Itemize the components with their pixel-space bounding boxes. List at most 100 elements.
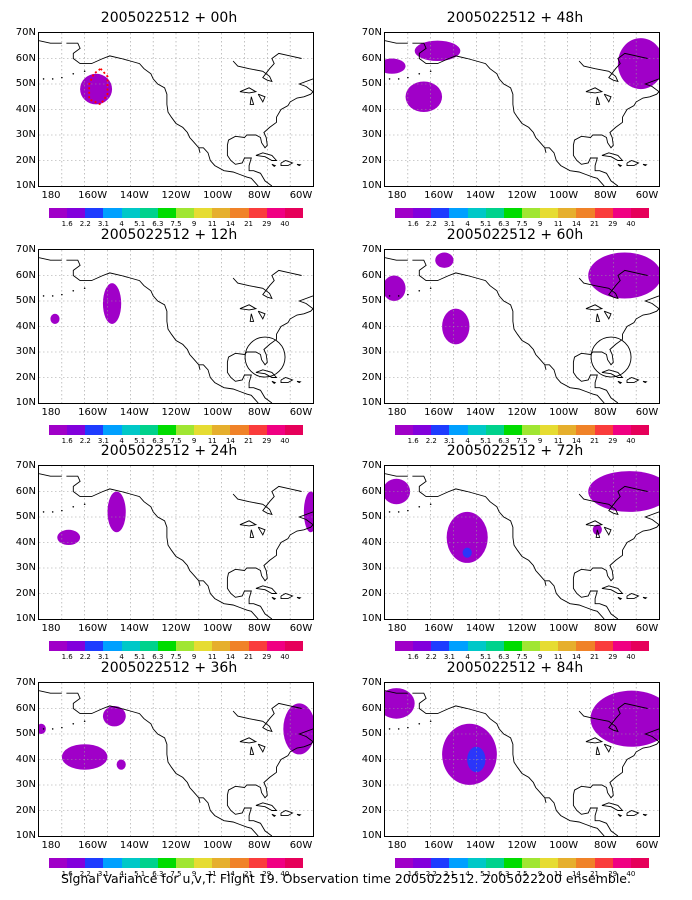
x-tick-label: 60W <box>635 623 659 634</box>
island-dot <box>42 78 45 80</box>
x-tick-label: 140W <box>465 623 495 634</box>
colorbar-swatch <box>230 425 249 435</box>
colorbar-swatch <box>503 425 522 435</box>
colorbar-swatch <box>467 858 486 868</box>
colorbar-swatch <box>230 641 249 651</box>
map-panel: 2005022512 + 48h 70N 60N 50N 40N 30N 20N 10N 180… <box>350 10 680 228</box>
colorbar-swatch <box>67 425 86 435</box>
x-tick-label: 180 <box>41 623 61 634</box>
coastline <box>412 475 605 619</box>
colorbar-label: 7.5 <box>516 870 528 878</box>
variance-contour <box>102 705 126 727</box>
colorbar-swatch <box>248 425 267 435</box>
coastline <box>226 511 313 619</box>
colorbar-label: 3.1 <box>443 653 455 661</box>
x-tick-label: 180 <box>387 840 407 851</box>
colorbar-label: 9 <box>191 870 197 878</box>
island-dot <box>72 290 75 292</box>
colorbar-swatch <box>67 208 86 218</box>
x-tick-label: 80W <box>594 840 617 851</box>
island-dot <box>61 509 63 512</box>
colorbar-swatch <box>576 858 595 868</box>
colorbar-swatch <box>85 641 104 651</box>
coastline <box>603 743 612 753</box>
variance-contour <box>405 81 443 113</box>
island-dot <box>72 506 75 508</box>
x-tick-label: 60W <box>635 840 659 851</box>
colorbar-label: 1.6 <box>61 870 73 878</box>
variance-contour <box>442 308 470 345</box>
colorbar-label: 40 <box>280 653 290 661</box>
colorbar-label: 14 <box>225 870 235 878</box>
island-dot <box>397 295 400 297</box>
colorbar-swatch <box>49 425 68 435</box>
colorbar-swatch <box>157 208 176 218</box>
colorbar <box>49 425 303 435</box>
map-svg <box>385 250 659 403</box>
coastline <box>255 802 278 811</box>
colorbar-label: 5.1 <box>134 870 146 878</box>
x-tick-label: 160W <box>424 623 454 634</box>
y-tick-label: 30N <box>361 129 382 140</box>
island-dot <box>429 503 432 506</box>
colorbar-label: 40 <box>280 220 290 228</box>
island-dot <box>72 73 75 75</box>
colorbar-label: 1.6 <box>407 220 419 228</box>
variance-contour <box>80 73 113 105</box>
x-tick-label: 80W <box>248 623 271 634</box>
island-dot <box>51 295 54 297</box>
y-tick-label: 10N <box>15 397 36 408</box>
map-svg <box>39 33 313 186</box>
colorbar-label: 11 <box>207 437 217 445</box>
colorbar <box>395 641 649 651</box>
y-tick-label: 30N <box>15 779 36 790</box>
variance-contour <box>385 275 406 301</box>
island-dot <box>429 70 432 73</box>
y-tick-label: 10N <box>361 397 382 408</box>
coastline <box>585 737 604 744</box>
colorbar-swatch <box>85 425 104 435</box>
x-tick-label: 120W <box>161 623 191 634</box>
y-tick-label: 60N <box>361 485 382 497</box>
y-tick-label: 60N <box>15 269 36 281</box>
coastline <box>296 163 302 167</box>
colorbar-swatch <box>248 641 267 651</box>
map-svg <box>39 250 313 403</box>
colorbar-swatch <box>157 641 176 651</box>
colorbar-label: 6.3 <box>498 220 510 228</box>
colorbar-swatch <box>139 858 158 868</box>
colorbar-swatch <box>212 208 231 218</box>
colorbar-swatch <box>212 641 231 651</box>
coastline <box>617 163 623 167</box>
coastline <box>280 593 294 600</box>
coastline <box>601 802 624 811</box>
island-dot <box>407 293 409 296</box>
map-plot <box>38 249 314 404</box>
colorbar-label: 4 <box>465 437 470 445</box>
coastline <box>601 585 624 594</box>
coastline <box>249 529 255 538</box>
y-tick-label: 70N <box>15 677 36 688</box>
coastline <box>578 52 648 83</box>
colorbar-swatch <box>103 641 122 651</box>
coastline <box>239 304 258 311</box>
colorbar-swatch <box>594 641 613 651</box>
island-dot <box>83 503 86 506</box>
x-tick-label: 140W <box>119 623 149 634</box>
island-dot <box>418 73 421 75</box>
colorbar-label: 9 <box>537 220 543 228</box>
colorbar-label: 1.6 <box>407 870 419 878</box>
coastline <box>226 78 313 186</box>
colorbar-swatch <box>194 858 213 868</box>
x-tick-label: 140W <box>119 190 149 201</box>
colorbar-swatch <box>175 425 195 435</box>
x-tick-label: 180 <box>41 407 61 418</box>
variance-contour <box>107 491 126 533</box>
colorbar-label: 1.6 <box>61 220 73 228</box>
coastline <box>66 692 259 836</box>
coastline <box>39 257 62 261</box>
x-tick-label: 120W <box>161 190 191 201</box>
colorbar <box>49 641 303 651</box>
colorbar-label: 2.2 <box>79 653 91 661</box>
panel-title: 2005022512 + 72h <box>446 443 584 459</box>
